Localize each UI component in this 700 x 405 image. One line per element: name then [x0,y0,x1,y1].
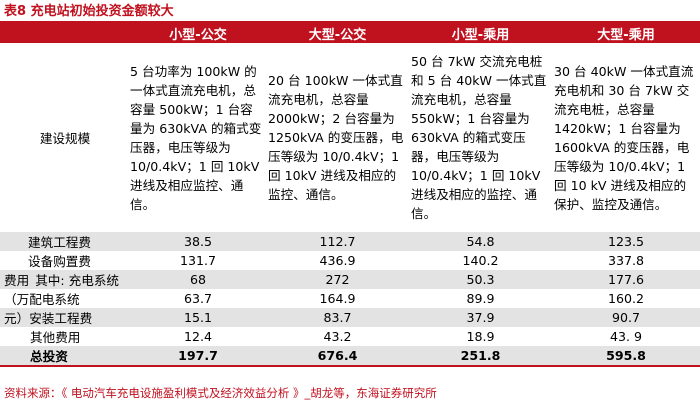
row-label-text: 建筑工程费 [28,235,91,250]
source-note: 资料来源：《 电动汽车充电设施盈利模式及经济效益分析 》_胡龙等，东海证券研究所 [4,386,437,400]
header-small-bus: 小型-公交 [130,23,266,43]
investment-table: 小型-公交 大型-公交 小型-乘用 大型-乘用 建设规模 5 台功率为 100k… [0,23,700,367]
table-row: 设备购置费 131.7 436.9 140.2 337.8 [0,251,700,270]
cost-group-line2: （万 [4,292,30,307]
total-value: 251.8 [409,346,552,367]
cell-value: 54.8 [409,232,552,251]
cell-value: 63.7 [130,289,266,308]
row-label-text: 配电系统 [29,292,80,307]
total-value: 197.7 [130,346,266,367]
cell-value: 123.5 [552,232,700,251]
header-cell-empty [0,23,130,43]
row-label: 费用 其中: 充电系统 [0,270,130,289]
scale-text: 20 台 100kW 一体式直流充电机，总容量 2000kW；2 台容量为 12… [268,73,404,202]
header-large-bus: 大型-公交 [266,23,409,43]
row-label: 建筑工程费 [0,232,130,251]
cost-group-line1: 费用 [4,273,30,288]
title-divider [0,21,700,23]
scale-label: 建设规模 [39,131,91,146]
total-row: 总投资 197.7 676.4 251.8 595.8 [0,346,700,367]
cell-value: 50.3 [409,270,552,289]
cell-value: 43.2 [266,327,409,346]
total-value: 676.4 [266,346,409,367]
row-label: 其他费用 [0,327,130,346]
cell-value: 140.2 [409,251,552,270]
cell-value: 38.5 [130,232,266,251]
cell-value: 131.7 [130,251,266,270]
table-title: 表8 充电站初始投资金额较大 [4,4,174,19]
table-row: 其他费用 12.4 43.2 18.9 43. 9 [0,327,700,346]
cell-value: 15.1 [130,308,266,327]
total-label: 总投资 [0,346,130,367]
scale-text: 30 台 40kW 一体式直流充电机和 30 台 7kW 交流充电桩，总容量 1… [554,63,694,212]
row-label-text: 安装工程费 [29,311,93,326]
scale-cell-small-bus: 5 台功率为 100kW 的一体式直流充电机，总容量 500kW；1 台容量为 … [130,43,266,232]
cell-value: 37.9 [409,308,552,327]
cell-value: 337.8 [552,251,700,270]
scale-cell-large-bus: 20 台 100kW 一体式直流充电机，总容量 2000kW；2 台容量为 12… [266,43,409,232]
row-label-text: 其中: 充电系统 [35,273,120,288]
header-small-passenger: 小型-乘用 [409,23,552,43]
scale-row: 建设规模 5 台功率为 100kW 的一体式直流充电机，总容量 500kW；1 … [0,43,700,232]
cell-value: 112.7 [266,232,409,251]
row-label: 元）安装工程费 [0,308,130,327]
cell-value: 177.6 [552,270,700,289]
total-label-text: 总投资 [30,349,68,364]
row-label-text: 设备购置费 [28,254,91,269]
cell-value: 89.9 [409,289,552,308]
scale-cell-small-passenger: 50 台 7kW 交流充电桩和 5 台 40kW 一体式直流充电机，总容量 55… [409,43,552,232]
cost-group-line3: 元） [4,311,30,326]
header-large-passenger: 大型-乘用 [552,23,700,43]
header-row: 小型-公交 大型-公交 小型-乘用 大型-乘用 [0,23,700,43]
scale-text: 5 台功率为 100kW 的一体式直流充电机，总容量 500kW；1 台容量为 … [130,63,262,212]
table-row: 费用 其中: 充电系统 68 272 50.3 177.6 [0,270,700,289]
table-row: 建筑工程费 38.5 112.7 54.8 123.5 [0,232,700,251]
cell-value: 68 [130,270,266,289]
cell-value: 83.7 [266,308,409,327]
scale-text: 50 台 7kW 交流充电桩和 5 台 40kW 一体式直流充电机，总容量 55… [411,54,547,221]
cell-value: 43. 9 [552,327,700,346]
cell-value: 272 [266,270,409,289]
table-row: （万配电系统 63.7 164.9 89.9 160.2 [0,289,700,308]
row-label: 设备购置费 [0,251,130,270]
table-row: 元）安装工程费 15.1 83.7 37.9 90.7 [0,308,700,327]
total-value: 595.8 [552,346,700,367]
row-label-text: 其他费用 [30,330,81,345]
cell-value: 18.9 [409,327,552,346]
cell-value: 12.4 [130,327,266,346]
cell-value: 436.9 [266,251,409,270]
scale-cell-large-passenger: 30 台 40kW 一体式直流充电机和 30 台 7kW 交流充电桩，总容量 1… [552,43,700,232]
row-label: （万配电系统 [0,289,130,308]
cell-value: 164.9 [266,289,409,308]
cell-value: 160.2 [552,289,700,308]
cell-value: 90.7 [552,308,700,327]
